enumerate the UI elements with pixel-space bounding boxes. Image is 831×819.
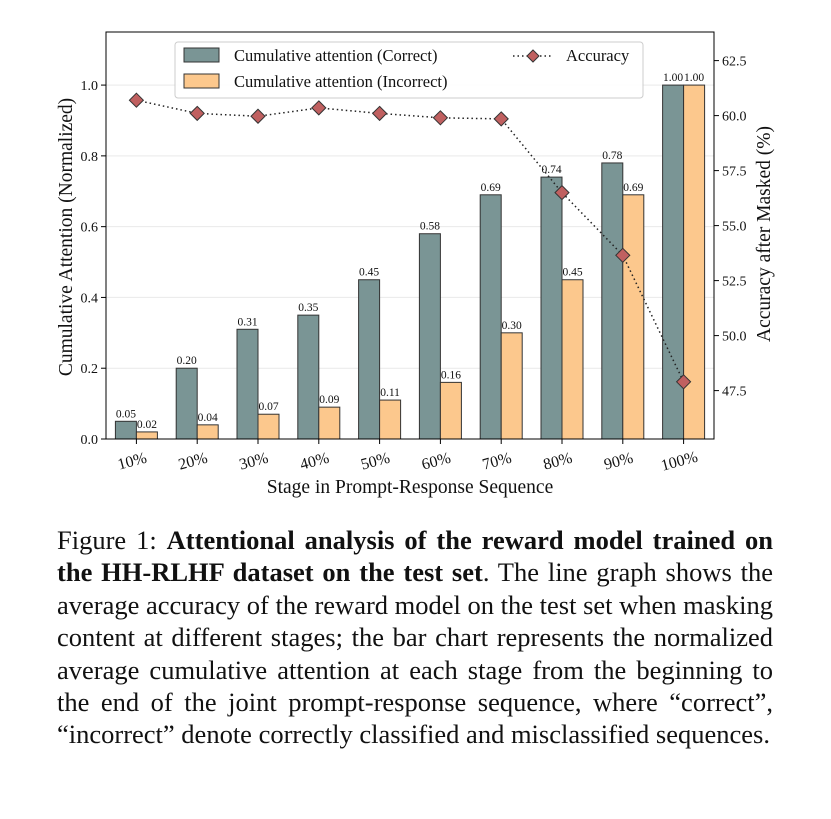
bar-incorrect <box>622 194 645 440</box>
bar-correct <box>358 279 381 440</box>
x-tick-label: 50% <box>359 450 392 474</box>
bar-label-incorrect: 0.04 <box>198 412 218 424</box>
bar-label-correct: 1.00 <box>663 72 683 84</box>
x-axis: 10% 20% 30% 40% 50% 60% 70% 80% 90% 100% <box>116 439 700 475</box>
bar-label-correct: 0.58 <box>420 221 440 233</box>
y2-tick-label: 55.0 <box>722 220 747 235</box>
bar-label-correct: 0.45 <box>359 267 379 279</box>
legend-marker-accuracy <box>526 49 540 63</box>
legend-label-accuracy: Accuracy <box>566 46 630 65</box>
bar-incorrect <box>439 381 462 440</box>
x-tick-label: 60% <box>420 450 453 474</box>
bar-incorrect <box>561 279 584 440</box>
bar-correct <box>175 367 198 440</box>
x-tick-label: 30% <box>237 450 270 474</box>
bar-label-incorrect: 0.45 <box>562 267 582 279</box>
bar-correct <box>114 420 137 440</box>
bar-correct <box>297 314 320 440</box>
bars <box>114 84 706 440</box>
bar-incorrect <box>500 332 523 440</box>
y2-tick-label: 50.0 <box>722 330 747 345</box>
y-axis-left: 0.0 0.2 0.4 0.6 0.8 1.0 <box>81 79 106 448</box>
bar-label-correct: 0.31 <box>237 316 257 328</box>
x-tick-label: 90% <box>602 450 635 474</box>
y2-tick-label: 47.5 <box>722 385 747 400</box>
bar-label-correct: 0.05 <box>116 408 136 420</box>
bar-label-correct: 0.74 <box>541 164 561 176</box>
bar-incorrect <box>379 399 402 440</box>
y-axis-label: Cumulative Attention (Normalized) <box>56 98 77 376</box>
accuracy-point <box>493 111 509 127</box>
bar-label-incorrect: 0.09 <box>319 394 339 406</box>
accuracy-point <box>432 110 449 126</box>
accuracy-line <box>128 92 692 390</box>
bar-label-correct: 0.78 <box>602 150 622 162</box>
bar-correct <box>540 176 563 440</box>
caption-prefix: Figure 1: <box>57 525 167 555</box>
x-tick-label: 10% <box>116 450 149 474</box>
x-tick-label: 20% <box>177 450 210 474</box>
accuracy-point <box>189 105 205 122</box>
y-tick-label: 0.2 <box>81 362 99 377</box>
legend-label-incorrect: Cumulative attention (Incorrect) <box>234 72 448 91</box>
bar-label-correct: 0.69 <box>481 182 501 194</box>
legend-box <box>174 41 644 99</box>
y-tick-label: 0.6 <box>81 221 99 236</box>
bar-label-incorrect: 0.16 <box>441 369 461 381</box>
accuracy-point <box>675 374 692 390</box>
plot-frame <box>105 31 715 440</box>
bar-label-correct: 0.35 <box>298 302 318 314</box>
y-tick-label: 0.4 <box>81 291 99 306</box>
figure-caption: Figure 1: Attentional analysis of the re… <box>57 524 773 751</box>
bar-incorrect <box>135 431 158 440</box>
x-tick-label: 40% <box>298 450 331 474</box>
bar-value-labels: 0.050.02 0.20 0.04 0.31 0.07 0.35 0.09 0.45 0.11… <box>116 72 705 431</box>
legend-swatch-correct <box>183 47 220 63</box>
y-tick-label: 1.0 <box>81 79 99 94</box>
bar-incorrect <box>196 424 219 440</box>
y-axis-right: 47.5 50.0 52.5 55.0 57.5 60.0 62.5 <box>714 55 747 400</box>
accuracy-point <box>615 247 631 264</box>
chart: 0.050.02 0.20 0.04 0.31 0.07 0.35 0.09 0.45 0.11… <box>56 31 775 498</box>
accuracy-line-path <box>136 99 685 383</box>
y-tick-label: 0.8 <box>81 150 99 165</box>
bar-correct <box>418 233 441 440</box>
bar-label-incorrect: 0.11 <box>380 387 400 399</box>
bar-label-incorrect: 0.02 <box>137 419 157 431</box>
bar-correct <box>236 328 259 440</box>
accuracy-point <box>554 184 570 201</box>
x-tick-label: 70% <box>481 450 514 474</box>
y2-tick-label: 62.5 <box>722 55 747 70</box>
bar-label-incorrect: 0.30 <box>502 320 522 332</box>
bar-correct <box>479 194 502 440</box>
bar-label-incorrect: 1.00 <box>684 72 704 84</box>
bar-incorrect <box>318 406 341 440</box>
bar-label-incorrect: 0.69 <box>623 182 643 194</box>
bar-incorrect <box>257 413 280 440</box>
y2-tick-label: 52.5 <box>722 275 747 290</box>
y-tick-label: 0.0 <box>81 433 99 448</box>
bar-correct <box>601 162 624 440</box>
accuracy-point <box>250 108 266 124</box>
legend-swatch-incorrect <box>183 73 220 89</box>
caption-bold-title: Attentional analysis of the reward model… <box>57 525 773 588</box>
caption-body: . The line graph shows the average accur… <box>57 557 774 750</box>
y2-tick-label: 60.0 <box>722 110 747 125</box>
y2-tick-label: 57.5 <box>722 165 747 180</box>
x-tick-label: 100% <box>659 449 699 475</box>
x-axis-label: Stage in Prompt-Response Sequence <box>267 477 554 498</box>
bar-label-incorrect: 0.07 <box>258 401 278 413</box>
accuracy-point <box>311 100 327 116</box>
accuracy-point <box>371 105 388 122</box>
accuracy-point <box>128 92 145 108</box>
y2-axis-label: Accuracy after Masked (%) <box>754 126 775 342</box>
bar-label-correct: 0.20 <box>177 355 197 367</box>
legend-label-correct: Cumulative attention (Correct) <box>234 46 437 65</box>
legend: Cumulative attention (Correct) Cumulativ… <box>174 41 644 99</box>
x-tick-label: 80% <box>541 450 574 474</box>
